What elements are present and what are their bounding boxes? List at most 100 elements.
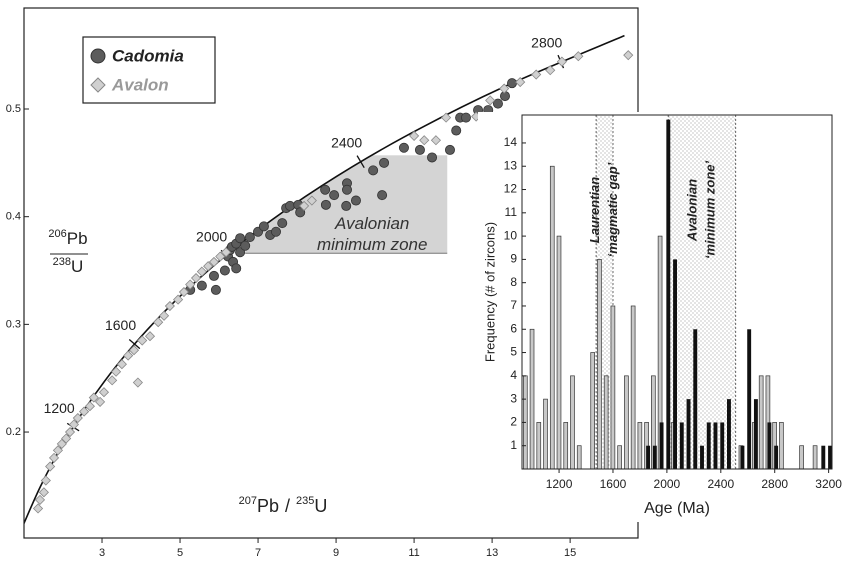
avalon-point: [95, 396, 106, 407]
avalon-point: [84, 401, 95, 412]
avalon-point: [68, 419, 79, 430]
histogram-bar: [772, 422, 777, 469]
y-tick-label: 2: [510, 415, 517, 429]
x-tick-label: 9: [333, 547, 339, 559]
avalon-point: [116, 359, 127, 370]
histogram-bar: [549, 165, 555, 469]
histogram-bar: [673, 259, 677, 469]
avalon-point: [88, 392, 99, 403]
avalon-point: [164, 300, 175, 312]
cadomia-point: [444, 144, 455, 155]
avalon-point: [190, 272, 202, 284]
y-tick-label: 5: [510, 345, 517, 359]
avalon-point: [98, 387, 110, 398]
avalon-point: [196, 266, 207, 277]
avalon-point: [299, 200, 310, 211]
y-label-part: 238: [53, 256, 71, 268]
x-tick-label: 7: [255, 547, 261, 559]
avalon-point: [137, 335, 148, 346]
histogram-bar: [624, 375, 629, 469]
avalon-point: [515, 77, 526, 88]
y-tick-label: 0.4: [6, 211, 21, 223]
histogram-bar: [700, 445, 704, 469]
histogram-bar: [637, 422, 643, 469]
y-tick-label: 12: [504, 182, 518, 196]
x-tick-label: 13: [486, 547, 498, 559]
cadomia-point: [350, 195, 361, 206]
histogram-bar: [799, 445, 804, 469]
histogram-bar: [652, 445, 657, 469]
histogram-bar: [576, 445, 582, 469]
x-label-part: /: [285, 496, 290, 516]
histogram-bar: [563, 422, 569, 469]
avalon-point: [221, 247, 232, 258]
y-axis-label-denominator: 238U: [53, 256, 84, 277]
cadomia-point: [208, 270, 219, 281]
cadomia-point: [277, 218, 288, 229]
cadomia-point: [427, 152, 438, 163]
histogram-bar: [713, 422, 718, 469]
y-label-part: 206: [48, 228, 66, 240]
legend-marker: [90, 48, 106, 64]
age-tick: [128, 338, 141, 350]
avalon-point: [52, 445, 64, 456]
avalon-point: [128, 345, 140, 356]
legend-label: Cadomia: [112, 46, 184, 65]
y-tick-label: 13: [504, 158, 518, 172]
histogram-bar: [590, 352, 595, 469]
avalon-point: [485, 95, 496, 106]
avalon-point: [441, 112, 452, 123]
histogram-bar: [617, 445, 622, 469]
avalon-point: [132, 377, 143, 388]
cadomia-point: [451, 125, 462, 136]
zone-label: Avalonian: [334, 214, 409, 233]
avalon-point: [499, 83, 510, 94]
legend-box: [82, 36, 216, 104]
age-label: 1200: [44, 400, 75, 416]
x-tick-label: 3: [99, 547, 105, 559]
histogram-frame: [521, 114, 833, 470]
histogram-bar: [686, 399, 691, 469]
cadomia-point: [414, 144, 425, 155]
avalon-point: [38, 487, 49, 498]
y-tick-label: 14: [504, 135, 518, 149]
zone-label: minimum zone: [317, 235, 428, 254]
x-tick-label: 3200: [815, 477, 842, 491]
age-label: 2000: [196, 228, 227, 244]
y-tick-label: 8: [510, 275, 517, 289]
histogram-bar: [543, 398, 548, 469]
cadomia-point: [499, 91, 510, 102]
cadomia-point: [196, 280, 207, 291]
y-axis-label-numerator: 206Pb: [48, 228, 87, 249]
y-tick-label: 7: [510, 298, 517, 312]
avalon-point: [61, 433, 72, 444]
cadomia-point: [329, 190, 340, 201]
cadomia-point: [270, 226, 281, 237]
histogram-bar: [812, 445, 818, 469]
avalon-point: [123, 350, 134, 361]
cadomia-point: [258, 221, 269, 232]
histogram-bar: [651, 375, 656, 469]
histogram-bar: [666, 119, 671, 469]
zone-label: ‘magmatic gap’: [605, 162, 620, 257]
cadomia-point: [231, 263, 242, 274]
x-tick-label: 15: [564, 547, 576, 559]
histogram-inset: Laurentian ‘magmatic gap’ Avalonian ‘minimu…: [478, 112, 846, 522]
avalon-point: [34, 494, 46, 505]
x-tick-label: 5: [177, 547, 183, 559]
x-axis-label: Age (Ma): [644, 500, 710, 517]
avalon-point: [107, 375, 118, 386]
cadomia-point: [398, 142, 409, 153]
zone-label: Laurentian: [587, 177, 602, 244]
histogram-area: [522, 115, 832, 469]
x-label-part: U: [314, 496, 327, 516]
avalon-point: [430, 135, 441, 146]
y-tick-label: 1: [510, 438, 517, 452]
x-tick-label: 2000: [654, 477, 681, 491]
y-tick-label: 0.3: [6, 318, 21, 330]
x-tick-label: 2800: [761, 477, 788, 491]
cadomia-point: [295, 207, 306, 218]
cadomia-point: [320, 199, 331, 210]
y-tick-label: 4: [510, 368, 517, 382]
